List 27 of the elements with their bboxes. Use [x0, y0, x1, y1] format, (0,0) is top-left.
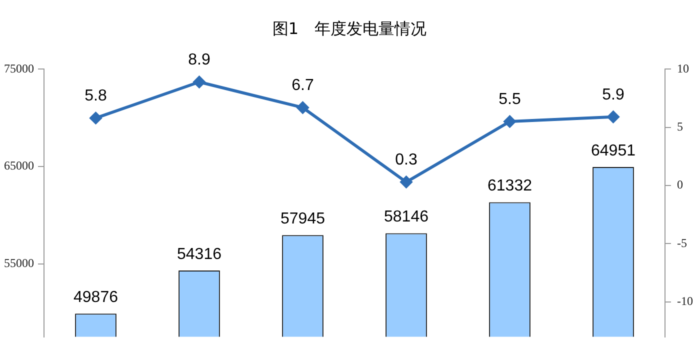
point	[400, 176, 412, 188]
data-label: 6.7	[292, 77, 314, 94]
data-label: 57945	[280, 210, 326, 228]
data-label: 5.5	[498, 90, 521, 108]
y2-tick-label: 0	[677, 178, 684, 192]
y2-tick-label: 10	[677, 61, 690, 76]
data-label: 8.9	[188, 51, 210, 68]
data-label: 58146	[384, 208, 429, 226]
data-label: 5.8	[84, 87, 107, 104]
y2-tick-label: 5	[677, 120, 684, 134]
y-tick-label: 55000	[4, 256, 34, 270]
y2-tick-label: -10	[677, 294, 694, 308]
data-label: 0.3	[395, 151, 418, 168]
y-tick-label: 65000	[4, 158, 34, 173]
point	[607, 110, 620, 123]
point	[193, 76, 206, 88]
point	[504, 116, 516, 128]
data-label: 61332	[488, 178, 532, 195]
point	[90, 112, 102, 124]
y-tick-label: 75000	[4, 61, 34, 76]
data-label: 54316	[177, 246, 222, 263]
data-label: 64951	[591, 142, 636, 160]
data-label: 49876	[74, 289, 118, 306]
data-label: 5.9	[602, 86, 624, 104]
point	[296, 102, 309, 114]
y2-tick-label: -5	[677, 236, 688, 250]
chart-title: 图1 年度发电量情况	[272, 18, 427, 38]
